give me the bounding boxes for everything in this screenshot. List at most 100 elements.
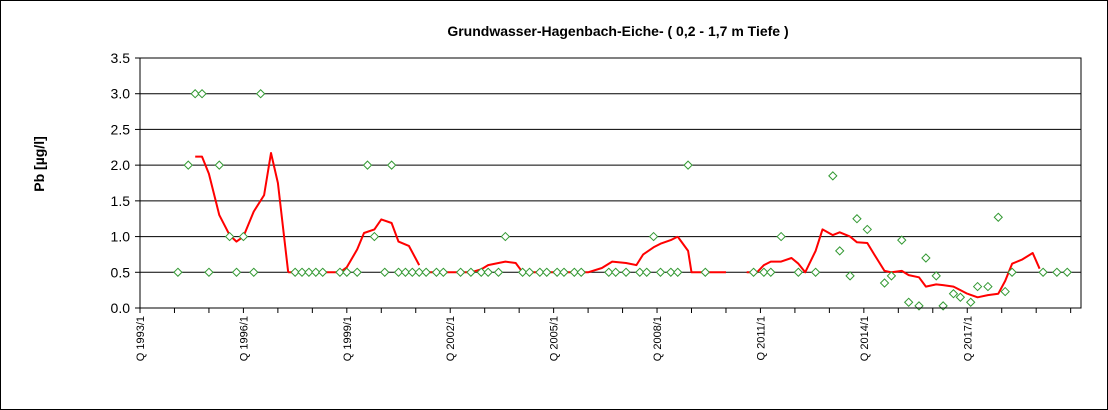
trend-line-segment (676, 236, 726, 274)
data-point-marker (455, 267, 466, 277)
data-point-marker (921, 253, 931, 263)
data-point-marker (793, 267, 804, 277)
trend-line (195, 152, 1041, 299)
data-point-marker (828, 171, 838, 181)
y-tick-label: 3.5 (111, 50, 131, 66)
data-point-marker (635, 267, 645, 277)
data-point-marker (983, 281, 993, 292)
data-point-marker (886, 271, 897, 281)
data-point-marker (955, 292, 966, 302)
data-point-marker (238, 231, 249, 242)
data-point-marker (173, 267, 183, 277)
data-point-marker (362, 160, 373, 170)
data-point-marker (311, 267, 321, 277)
data-point-marker (648, 231, 659, 242)
y-tick-label: 1.0 (111, 229, 131, 245)
data-point-marker (231, 267, 242, 277)
data-point-marker (965, 297, 976, 307)
data-point-marker (641, 267, 652, 277)
data-point-marker (297, 267, 307, 277)
data-point-marker (897, 235, 907, 245)
data-point-marker (542, 267, 552, 277)
y-tick-label: 0.0 (111, 300, 131, 316)
data-point-marker (380, 267, 390, 277)
data-point-marker (393, 267, 404, 277)
trend-line-segment (288, 218, 421, 274)
data-point-marker (407, 267, 418, 277)
x-tick-label: Q 1999/1 (342, 316, 354, 361)
data-point-marker (224, 231, 235, 242)
data-point-marker (993, 212, 1003, 222)
data-point-marker (483, 267, 493, 277)
data-point-marker (421, 267, 431, 277)
data-point-marker (524, 267, 535, 277)
data-point-marker (342, 267, 352, 277)
data-point-marker (610, 267, 621, 277)
data-point-marker (476, 267, 486, 277)
data-point-marker (438, 267, 449, 277)
data-point-marker (810, 267, 821, 277)
data-point-marker (1062, 267, 1072, 277)
data-point-marker (352, 267, 362, 277)
data-point-marker (304, 267, 314, 277)
data-point-marker (414, 267, 424, 277)
data-point-marker (683, 160, 693, 170)
data-point-marker (931, 271, 941, 281)
x-tick-label: Q 2005/1 (549, 316, 561, 361)
x-tick-label: Q 1996/1 (238, 316, 250, 361)
y-tick-label: 2.5 (111, 121, 131, 137)
data-point-marker (604, 267, 614, 277)
data-point-marker (948, 289, 959, 299)
data-point-marker (776, 231, 786, 242)
x-tick-labels: Q 1993/1 Q 1996/1 Q 1999/1 Q 2002/1 Q 2005/1… (135, 316, 974, 361)
data-point-marker (190, 89, 200, 99)
trend-line-segment (522, 235, 679, 274)
data-point-marker (655, 267, 666, 277)
plot-area-border (139, 57, 1082, 309)
data-point-marker (972, 281, 983, 292)
data-point-marker (1007, 267, 1017, 277)
data-point-marker (576, 267, 586, 277)
data-point-marker (335, 267, 345, 277)
y-tick-labels: 0.0 0.5 1.0 1.5 2.0 2.5 3.0 3.5 (111, 50, 131, 316)
data-point-marker (621, 267, 631, 277)
y-tick-label: 0.5 (111, 264, 131, 280)
x-tick-label: Q 2002/1 (445, 316, 457, 361)
data-point-marker (766, 267, 776, 277)
measurement-markers (173, 89, 1072, 311)
data-point-marker (249, 267, 259, 277)
y-axis-label: Pb [µg/l] (31, 136, 47, 192)
x-tick-label: Q 2014/1 (859, 316, 871, 361)
data-point-marker (938, 301, 948, 311)
data-point-marker (204, 267, 214, 277)
data-point-marker (759, 267, 769, 277)
data-point-marker (214, 160, 224, 170)
x-tick-label: Q 2008/1 (652, 316, 664, 361)
data-point-marker (835, 246, 845, 256)
trend-line-segment (746, 228, 968, 295)
x-tick-label: Q 1993/1 (135, 316, 147, 361)
x-tick-label: Q 2017/1 (962, 316, 974, 361)
data-point-marker (700, 267, 710, 277)
data-point-marker (845, 271, 855, 281)
y-tick-label: 3.0 (111, 86, 131, 102)
data-point-marker (400, 267, 411, 277)
y-tick-label: 2.0 (111, 157, 131, 173)
data-point-marker (317, 267, 328, 277)
data-point-marker (673, 267, 683, 277)
data-point-marker (1000, 286, 1010, 297)
data-point-marker (493, 267, 504, 277)
data-point-marker (517, 267, 528, 277)
x-tick-label: Q 2011/1 (755, 316, 767, 360)
data-point-marker (466, 267, 476, 277)
trend-line-segment (195, 152, 290, 273)
trend-line-segment (966, 252, 1041, 299)
data-point-marker (569, 267, 580, 277)
chart-title: Grundwasser-Hagenbach-Eiche- ( 0,2 - 1,7… (447, 23, 788, 39)
data-point-marker (559, 267, 569, 277)
data-point-marker (552, 267, 562, 277)
data-point-marker (914, 301, 924, 311)
data-point-marker (862, 224, 873, 235)
